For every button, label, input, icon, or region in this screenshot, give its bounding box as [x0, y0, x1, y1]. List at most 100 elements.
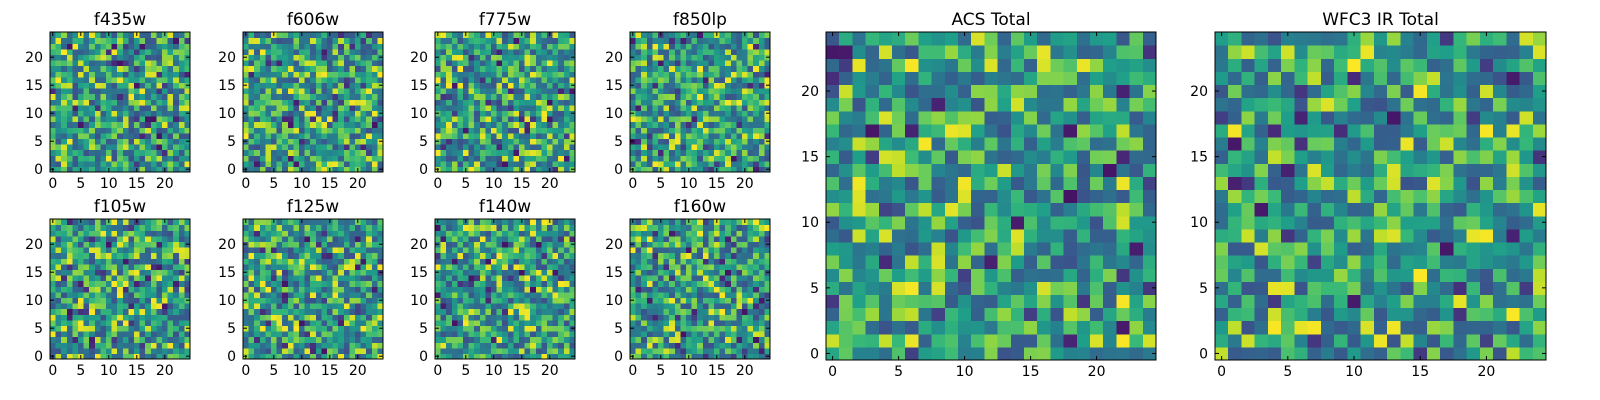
heatmap-cell — [652, 32, 659, 39]
heatmap-cell — [178, 297, 185, 304]
heatmap-cell — [641, 82, 648, 89]
heatmap-cell — [139, 93, 146, 100]
heatmap-cell — [282, 71, 289, 78]
heatmap-cell — [72, 303, 79, 310]
heatmap-cell — [122, 263, 129, 270]
heatmap-cell — [491, 116, 498, 123]
heatmap-cell — [366, 319, 373, 326]
heatmap-cell — [435, 224, 442, 231]
heatmap-cell — [282, 88, 289, 95]
heatmap-cell — [366, 93, 373, 100]
heatmap-cell — [535, 82, 542, 89]
heatmap-cell — [451, 54, 458, 61]
heatmap-cell — [128, 132, 135, 139]
heatmap-cell — [496, 48, 503, 55]
heatmap-cell — [502, 116, 509, 123]
heatmap-cell — [753, 37, 760, 44]
heatmap-cell — [371, 325, 378, 332]
heatmap-cell — [178, 93, 185, 100]
heatmap-cell — [338, 104, 345, 111]
heatmap-cell — [167, 325, 174, 332]
heatmap-cell — [117, 235, 124, 242]
heatmap-cell — [652, 110, 659, 117]
heatmap-cell — [248, 331, 255, 338]
heatmap-cell — [94, 60, 101, 67]
heatmap-cell — [371, 88, 378, 95]
heatmap-cell — [663, 342, 670, 349]
heatmap-cell — [635, 314, 642, 321]
heatmap-cell — [524, 71, 531, 78]
heatmap-cell — [145, 43, 152, 50]
heatmap-cell — [519, 121, 526, 128]
heatmap-cell — [541, 93, 548, 100]
heatmap-cell — [271, 252, 278, 259]
heatmap-cell — [78, 60, 85, 67]
heatmap-cell — [440, 325, 447, 332]
heatmap-cell — [502, 347, 509, 354]
heatmap-cell — [491, 235, 498, 242]
heatmap-cell — [377, 347, 384, 354]
heatmap-cell — [491, 121, 498, 128]
heatmap-cell — [50, 71, 57, 78]
heatmap-cell — [758, 121, 765, 128]
heatmap-cell — [145, 336, 152, 343]
heatmap-cell — [332, 104, 339, 111]
heatmap-cell — [758, 65, 765, 72]
heatmap-cell — [83, 48, 90, 55]
heatmap-cell — [61, 60, 68, 67]
heatmap-cell — [552, 155, 559, 162]
heatmap-cell — [78, 99, 85, 106]
y-tick-label: 5 — [227, 321, 236, 337]
heatmap-cell — [111, 319, 118, 326]
y-tick-label: 20 — [605, 50, 623, 66]
heatmap-cell — [714, 138, 721, 145]
heatmap-cell — [315, 303, 322, 310]
heatmap-cell — [150, 314, 157, 321]
heatmap-cell — [72, 160, 79, 167]
heatmap-cell — [753, 76, 760, 83]
heatmap-cell — [271, 258, 278, 265]
y-tick-label: 20 — [410, 50, 428, 66]
heatmap-cell — [184, 275, 191, 282]
heatmap-cell — [474, 230, 481, 237]
heatmap-cell — [485, 60, 492, 67]
heatmap-cell — [764, 308, 771, 315]
heatmap-cell — [89, 82, 96, 89]
heatmap-cell — [106, 127, 113, 134]
heatmap-cell — [558, 60, 565, 67]
heatmap-cell — [304, 219, 311, 226]
heatmap-cell — [736, 76, 743, 83]
heatmap-cell — [117, 149, 124, 156]
heatmap-cell — [72, 308, 79, 315]
heatmap-cell — [686, 336, 693, 343]
heatmap-cell — [468, 82, 475, 89]
heatmap-cell — [287, 252, 294, 259]
heatmap-cell — [502, 60, 509, 67]
heatmap-cell — [535, 110, 542, 117]
heatmap-cell — [72, 241, 79, 248]
heatmap-cell — [134, 286, 141, 293]
heatmap-cell — [293, 303, 300, 310]
heatmap-cell — [496, 314, 503, 321]
heatmap-cell — [435, 43, 442, 50]
heatmap-cell — [377, 319, 384, 326]
heatmap-cell — [641, 60, 648, 67]
heatmap-cell — [332, 247, 339, 254]
heatmap-cell — [282, 219, 289, 226]
heatmap-cell — [725, 342, 732, 349]
heatmap-cell — [758, 60, 765, 67]
heatmap-cell — [106, 71, 113, 78]
heatmap-cell — [630, 127, 637, 134]
heatmap-cell — [658, 127, 665, 134]
heatmap-cell — [243, 99, 250, 106]
heatmap-cell — [332, 297, 339, 304]
heatmap-cell — [139, 88, 146, 95]
heatmap-cell — [94, 314, 101, 321]
heatmap-cell — [139, 241, 146, 248]
heatmap-cell — [366, 88, 373, 95]
heatmap-cell — [371, 258, 378, 265]
heatmap-cell — [435, 252, 442, 259]
heatmap-cell — [491, 286, 498, 293]
heatmap-cell — [332, 303, 339, 310]
heatmap-cell — [271, 54, 278, 61]
